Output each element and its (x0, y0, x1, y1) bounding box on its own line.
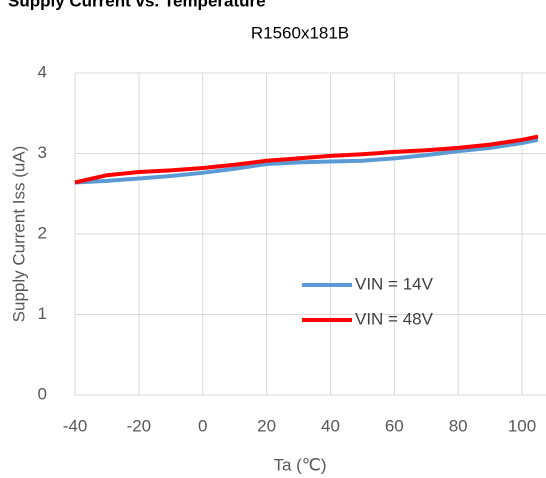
chart-subtitle: R1560x181B (251, 23, 349, 42)
x-tick-label: 80 (449, 416, 468, 435)
x-axis-label: Ta (℃) (273, 455, 326, 474)
x-tick-label: -40 (63, 416, 88, 435)
x-tick-label: 100 (508, 416, 536, 435)
y-axis-label: Supply Current Iss (uA) (9, 146, 28, 323)
x-tick-label: 0 (198, 416, 207, 435)
line (74, 134, 539, 185)
legend-label: VIN = 14V (355, 274, 434, 293)
y-tick-label: 1 (38, 304, 47, 323)
x-tick-label: 40 (321, 416, 340, 435)
y-tick-label: 2 (38, 223, 47, 242)
y-tick-label: 4 (38, 62, 47, 81)
y-tick-label: 3 (38, 143, 47, 162)
y-tick-label: 0 (38, 384, 47, 403)
chart-title: Supply Current vs. Temperature (8, 0, 266, 10)
line (74, 137, 539, 185)
x-tick-label: 20 (257, 416, 276, 435)
legend-label: VIN = 48V (355, 309, 434, 328)
x-tick-label: -20 (127, 416, 152, 435)
x-tick-label: 60 (385, 416, 404, 435)
